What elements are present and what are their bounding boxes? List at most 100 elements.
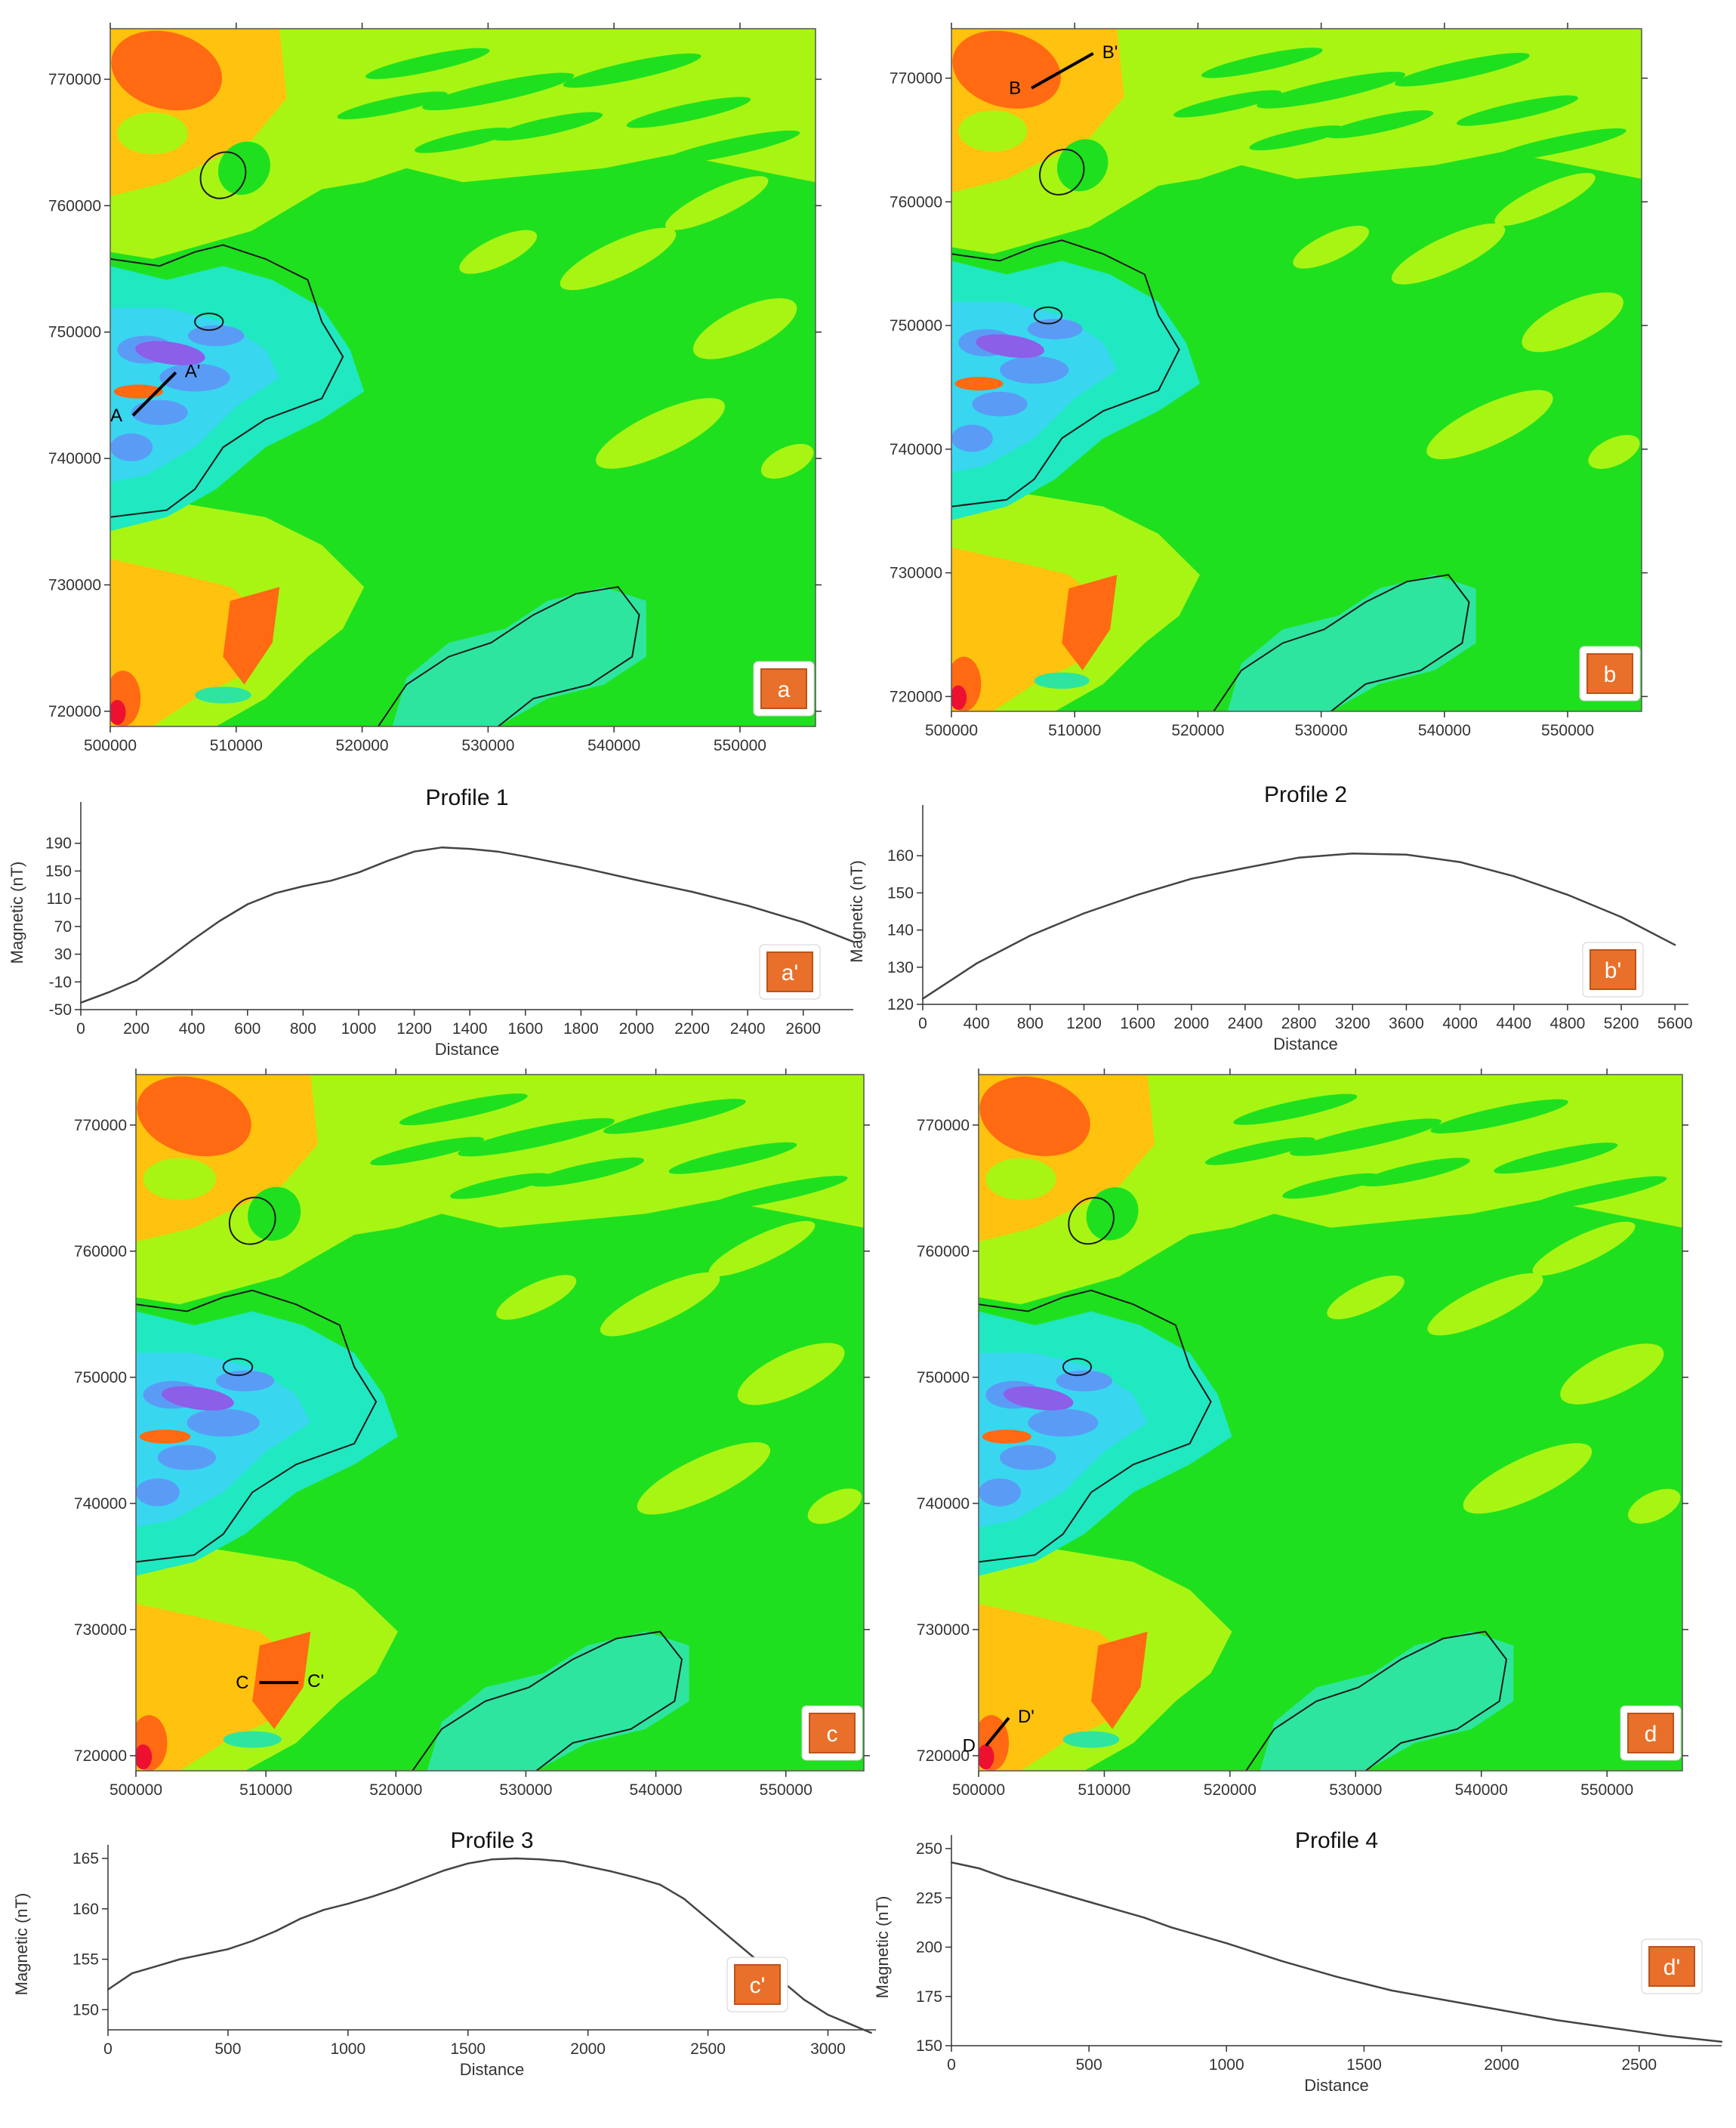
y-tick-label: 760000: [74, 1243, 127, 1260]
profile-point: [1190, 877, 1192, 880]
profile-point: [1244, 867, 1247, 869]
low-south: [1260, 1631, 1514, 1771]
x-tick-label: 510000: [210, 737, 263, 754]
y-tick-label: 250: [916, 1840, 942, 1858]
x-tick-label: 1200: [396, 1020, 432, 1038]
x-tick-label: 2600: [785, 1020, 821, 1038]
x-tick-label: 5200: [1604, 1015, 1639, 1032]
anomaly-patch: [637, 1442, 771, 1515]
x-tick-label: 520000: [369, 1781, 422, 1799]
profile-point: [496, 850, 499, 853]
profile-point: [1087, 1901, 1090, 1903]
green-streak: [668, 1142, 797, 1174]
x-tick-label: 550000: [714, 737, 766, 754]
x-tick-label: 1500: [450, 2040, 486, 2058]
profile-point: [467, 1862, 469, 1864]
badge-label: c': [750, 1973, 766, 1998]
green-streak: [1204, 1137, 1315, 1165]
x-tick-label: 0: [103, 2040, 113, 2058]
profile-point: [491, 1858, 493, 1861]
x-tick-label: 500000: [952, 1781, 1005, 1799]
green-streak: [422, 72, 575, 110]
peak-corner-core: [979, 1744, 994, 1770]
profile-point: [347, 1902, 350, 1905]
x-tick-label: 550000: [1580, 1781, 1633, 1799]
green-streak: [415, 127, 511, 153]
anomaly-patch: [1532, 1221, 1636, 1276]
y-axis-title: Magnetic (nT): [8, 862, 26, 964]
anomaly-patch: [692, 298, 797, 359]
profile-point: [329, 880, 332, 882]
contour-west: [951, 239, 1180, 507]
low-core: [999, 1445, 1056, 1470]
x-tick-label: 500000: [109, 1781, 162, 1799]
profile-3-chart: Profile 3 0 500 1000 1500 2000 2500 3000 150 155 1…: [12, 1828, 876, 2079]
anomaly-patch: [1327, 1275, 1405, 1319]
profile-point: [1352, 853, 1354, 855]
y-tick-label: 110: [47, 890, 72, 908]
green-streak: [1456, 95, 1578, 126]
profile-point: [1297, 856, 1300, 859]
contour-small: [222, 1358, 254, 1377]
chart-title: Profile 4: [1295, 1828, 1378, 1853]
x-tick-label: 1500: [1346, 2056, 1382, 2074]
x-axis-title: Distance: [1273, 1035, 1338, 1053]
green-streak: [563, 53, 701, 88]
y-tick-label: 730000: [917, 1621, 970, 1639]
profile-point: [179, 1958, 181, 1960]
low-core: [157, 1445, 217, 1470]
anomaly-patch: [708, 1220, 816, 1277]
dipole-high: [139, 1429, 191, 1444]
badge-label: b: [1604, 662, 1617, 687]
y-tick-label: 150: [72, 2001, 99, 2019]
green-streak: [492, 112, 603, 141]
panel-badge: b': [1582, 942, 1644, 998]
anomaly-patch: [1463, 1443, 1593, 1514]
profile-point: [1445, 1999, 1448, 2002]
x-tick-label: 2500: [1621, 2056, 1657, 2074]
x-tick-label: 2000: [570, 2040, 606, 2058]
x-tick-label: 0: [947, 2056, 956, 2074]
y-tick-label: -50: [49, 1001, 72, 1019]
badge-fill: [1648, 1946, 1695, 1987]
profile-point: [322, 1908, 325, 1911]
panel-badge: a: [753, 661, 815, 717]
profile-point: [371, 1895, 373, 1898]
profile-point: [1170, 1926, 1173, 1929]
contour-northwest: [228, 1196, 276, 1245]
x-tick-label: 530000: [1295, 722, 1348, 739]
x-axis-title: Distance: [460, 2060, 525, 2079]
profile-point: [246, 903, 248, 905]
profile-start-label: A: [110, 406, 122, 426]
profile-point: [385, 860, 387, 862]
profile-point: [1611, 2027, 1613, 2029]
profile-point: [190, 939, 193, 942]
x-tick-label: 530000: [499, 1781, 552, 1799]
x-tick-label: 1600: [507, 1020, 543, 1038]
saddle-northwest: [143, 1158, 217, 1200]
anomaly-map: [136, 1075, 864, 1771]
x-tick-label: 2000: [1173, 1015, 1209, 1032]
y-tick-label: 770000: [74, 1117, 127, 1134]
panel-badge: b: [1579, 646, 1641, 702]
profile-point: [707, 1917, 709, 1920]
green-streak: [337, 91, 448, 120]
profile-point: [218, 920, 221, 922]
green-streak: [399, 1093, 528, 1126]
low-core: [972, 391, 1028, 417]
profile-point: [299, 1917, 301, 1920]
map-frame: [978, 1074, 1683, 1772]
profile-point: [746, 905, 749, 907]
y-tick-label: 720000: [48, 703, 101, 720]
panel-badge: a': [759, 944, 821, 1000]
y-tick-label: 200: [916, 1939, 942, 1957]
profile-point: [1083, 912, 1085, 914]
badge-label: a': [782, 961, 798, 985]
x-tick-label: 520000: [1204, 1781, 1257, 1799]
green-streak: [1528, 1176, 1667, 1210]
green-streak: [1491, 128, 1627, 162]
badge-fill: [734, 1964, 781, 2005]
green-streak: [449, 1173, 550, 1199]
x-tick-label: 0: [76, 1020, 85, 1038]
y-tick-label: 750000: [48, 324, 101, 341]
